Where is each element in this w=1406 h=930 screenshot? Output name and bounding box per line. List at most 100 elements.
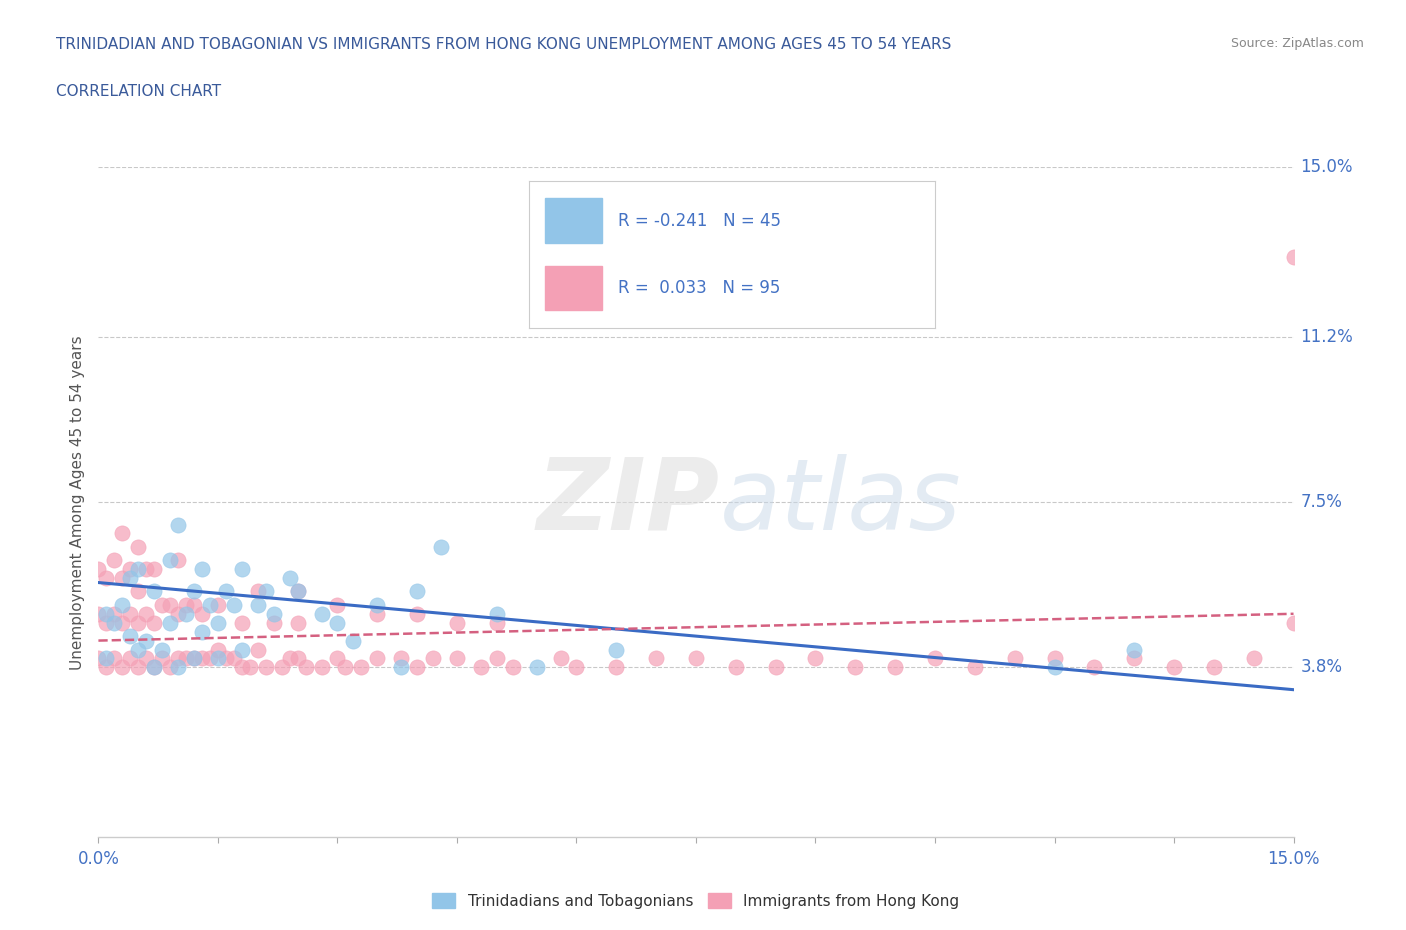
Point (287, 616, 309, 631)
Point (183, 584, 205, 599)
Y-axis label: Unemployment Among Ages 45 to 54 years: Unemployment Among Ages 45 to 54 years (69, 335, 84, 670)
Point (111, 597, 134, 612)
Text: 15.0%: 15.0% (1301, 158, 1353, 177)
Point (207, 597, 229, 612)
Text: 3.8%: 3.8% (1301, 658, 1343, 676)
Point (231, 642, 253, 657)
Point (87, 562, 110, 577)
Point (605, 642, 627, 657)
Point (335, 660, 357, 675)
Point (174, 606, 197, 621)
Point (366, 606, 388, 621)
Point (191, 651, 214, 666)
Point (1282, 249, 1305, 264)
Point (174, 597, 197, 612)
Point (884, 660, 907, 675)
Point (263, 616, 285, 631)
Point (844, 660, 866, 675)
Point (270, 660, 292, 675)
Text: TRINIDADIAN AND TOBAGONIAN VS IMMIGRANTS FROM HONG KONG UNEMPLOYMENT AMONG AGES : TRINIDADIAN AND TOBAGONIAN VS IMMIGRANTS… (56, 37, 952, 52)
Point (111, 571, 134, 586)
Point (254, 660, 277, 675)
Point (207, 651, 229, 666)
Point (150, 597, 173, 612)
Point (254, 584, 277, 599)
Point (1083, 660, 1105, 675)
Point (198, 651, 221, 666)
Point (96, 606, 118, 621)
Point (1163, 660, 1185, 675)
Point (215, 584, 238, 599)
Point (127, 616, 149, 631)
Point (326, 651, 349, 666)
Point (1282, 616, 1305, 631)
Point (605, 660, 627, 675)
Point (120, 629, 142, 644)
Point (350, 660, 373, 675)
Point (765, 660, 787, 675)
Point (135, 562, 157, 577)
Point (287, 651, 309, 666)
Point (246, 642, 269, 657)
Point (127, 539, 149, 554)
Point (222, 597, 245, 612)
Point (127, 660, 149, 675)
Point (159, 660, 181, 675)
Point (222, 651, 245, 666)
Point (485, 606, 508, 621)
Point (191, 624, 214, 639)
Text: Source: ZipAtlas.com: Source: ZipAtlas.com (1230, 37, 1364, 50)
Point (1123, 651, 1146, 666)
Point (724, 660, 747, 675)
Point (326, 597, 349, 612)
Point (150, 651, 173, 666)
Point (311, 606, 333, 621)
Point (231, 616, 253, 631)
Point (342, 633, 364, 648)
Point (111, 660, 134, 675)
Point (96, 571, 118, 586)
Point (167, 651, 190, 666)
Point (804, 651, 827, 666)
Point (685, 651, 707, 666)
Point (87, 651, 110, 666)
Point (246, 597, 269, 612)
Point (207, 642, 229, 657)
Point (278, 651, 301, 666)
Point (167, 517, 190, 532)
Point (406, 606, 429, 621)
Point (127, 642, 149, 657)
Point (174, 651, 197, 666)
Point (406, 660, 429, 675)
Point (207, 616, 229, 631)
Point (246, 584, 269, 599)
Point (502, 660, 524, 675)
Point (263, 606, 285, 621)
Point (430, 539, 453, 554)
Point (470, 660, 492, 675)
Point (485, 616, 508, 631)
Point (159, 552, 181, 567)
Point (278, 571, 301, 586)
Point (167, 552, 190, 567)
Point (294, 660, 316, 675)
Point (103, 616, 125, 631)
Point (167, 606, 190, 621)
Text: atlas: atlas (720, 454, 962, 551)
Point (103, 606, 125, 621)
Point (150, 642, 173, 657)
Point (422, 651, 444, 666)
Point (1243, 651, 1265, 666)
Point (103, 552, 125, 567)
Point (127, 584, 149, 599)
Point (87, 606, 110, 621)
Point (143, 660, 166, 675)
Text: CORRELATION CHART: CORRELATION CHART (56, 84, 221, 99)
Point (1043, 651, 1066, 666)
Point (135, 633, 157, 648)
Point (135, 606, 157, 621)
Point (326, 616, 349, 631)
Text: 7.5%: 7.5% (1301, 493, 1343, 512)
Point (1123, 642, 1146, 657)
Point (239, 660, 262, 675)
